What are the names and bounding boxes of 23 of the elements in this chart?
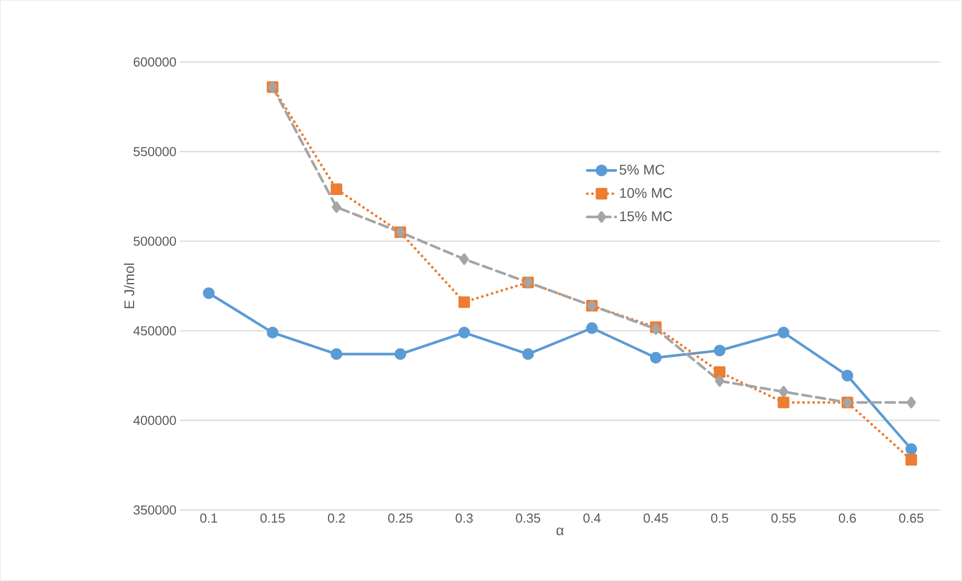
x-tick-label: 0.4: [583, 514, 601, 523]
x-tick-label: 0.6: [838, 514, 856, 523]
y-tick-label: 400000: [133, 416, 176, 425]
legend-label: 5% MC: [620, 164, 664, 175]
x-axis-title: α: [556, 528, 564, 536]
x-tick-label: 0.3: [456, 514, 473, 523]
y-axis-title: E J/mol: [124, 264, 134, 308]
x-tick-label: 0.1: [200, 514, 218, 523]
x-tick-label: 0.15: [260, 514, 285, 523]
y-tick-label: 500000: [134, 236, 176, 246]
legend-label: 15% MC: [620, 211, 672, 222]
y-tick-label: 350000: [134, 505, 176, 515]
y-tick-label: 600000: [134, 57, 176, 67]
x-tick-label: 0.2: [328, 514, 345, 523]
y-tick-label: 450000: [133, 326, 176, 336]
x-tick-label: 0.45: [644, 514, 668, 523]
x-tick-label: 0.55: [771, 514, 796, 523]
x-tick-label: 0.5: [711, 514, 728, 523]
legend-label: 10% MC: [620, 188, 672, 198]
y-tick-label: 550000: [134, 146, 176, 156]
x-tick-label: 0.35: [516, 514, 540, 523]
x-tick-label: 0.25: [388, 514, 412, 523]
x-tick-label: 0.65: [899, 514, 924, 523]
